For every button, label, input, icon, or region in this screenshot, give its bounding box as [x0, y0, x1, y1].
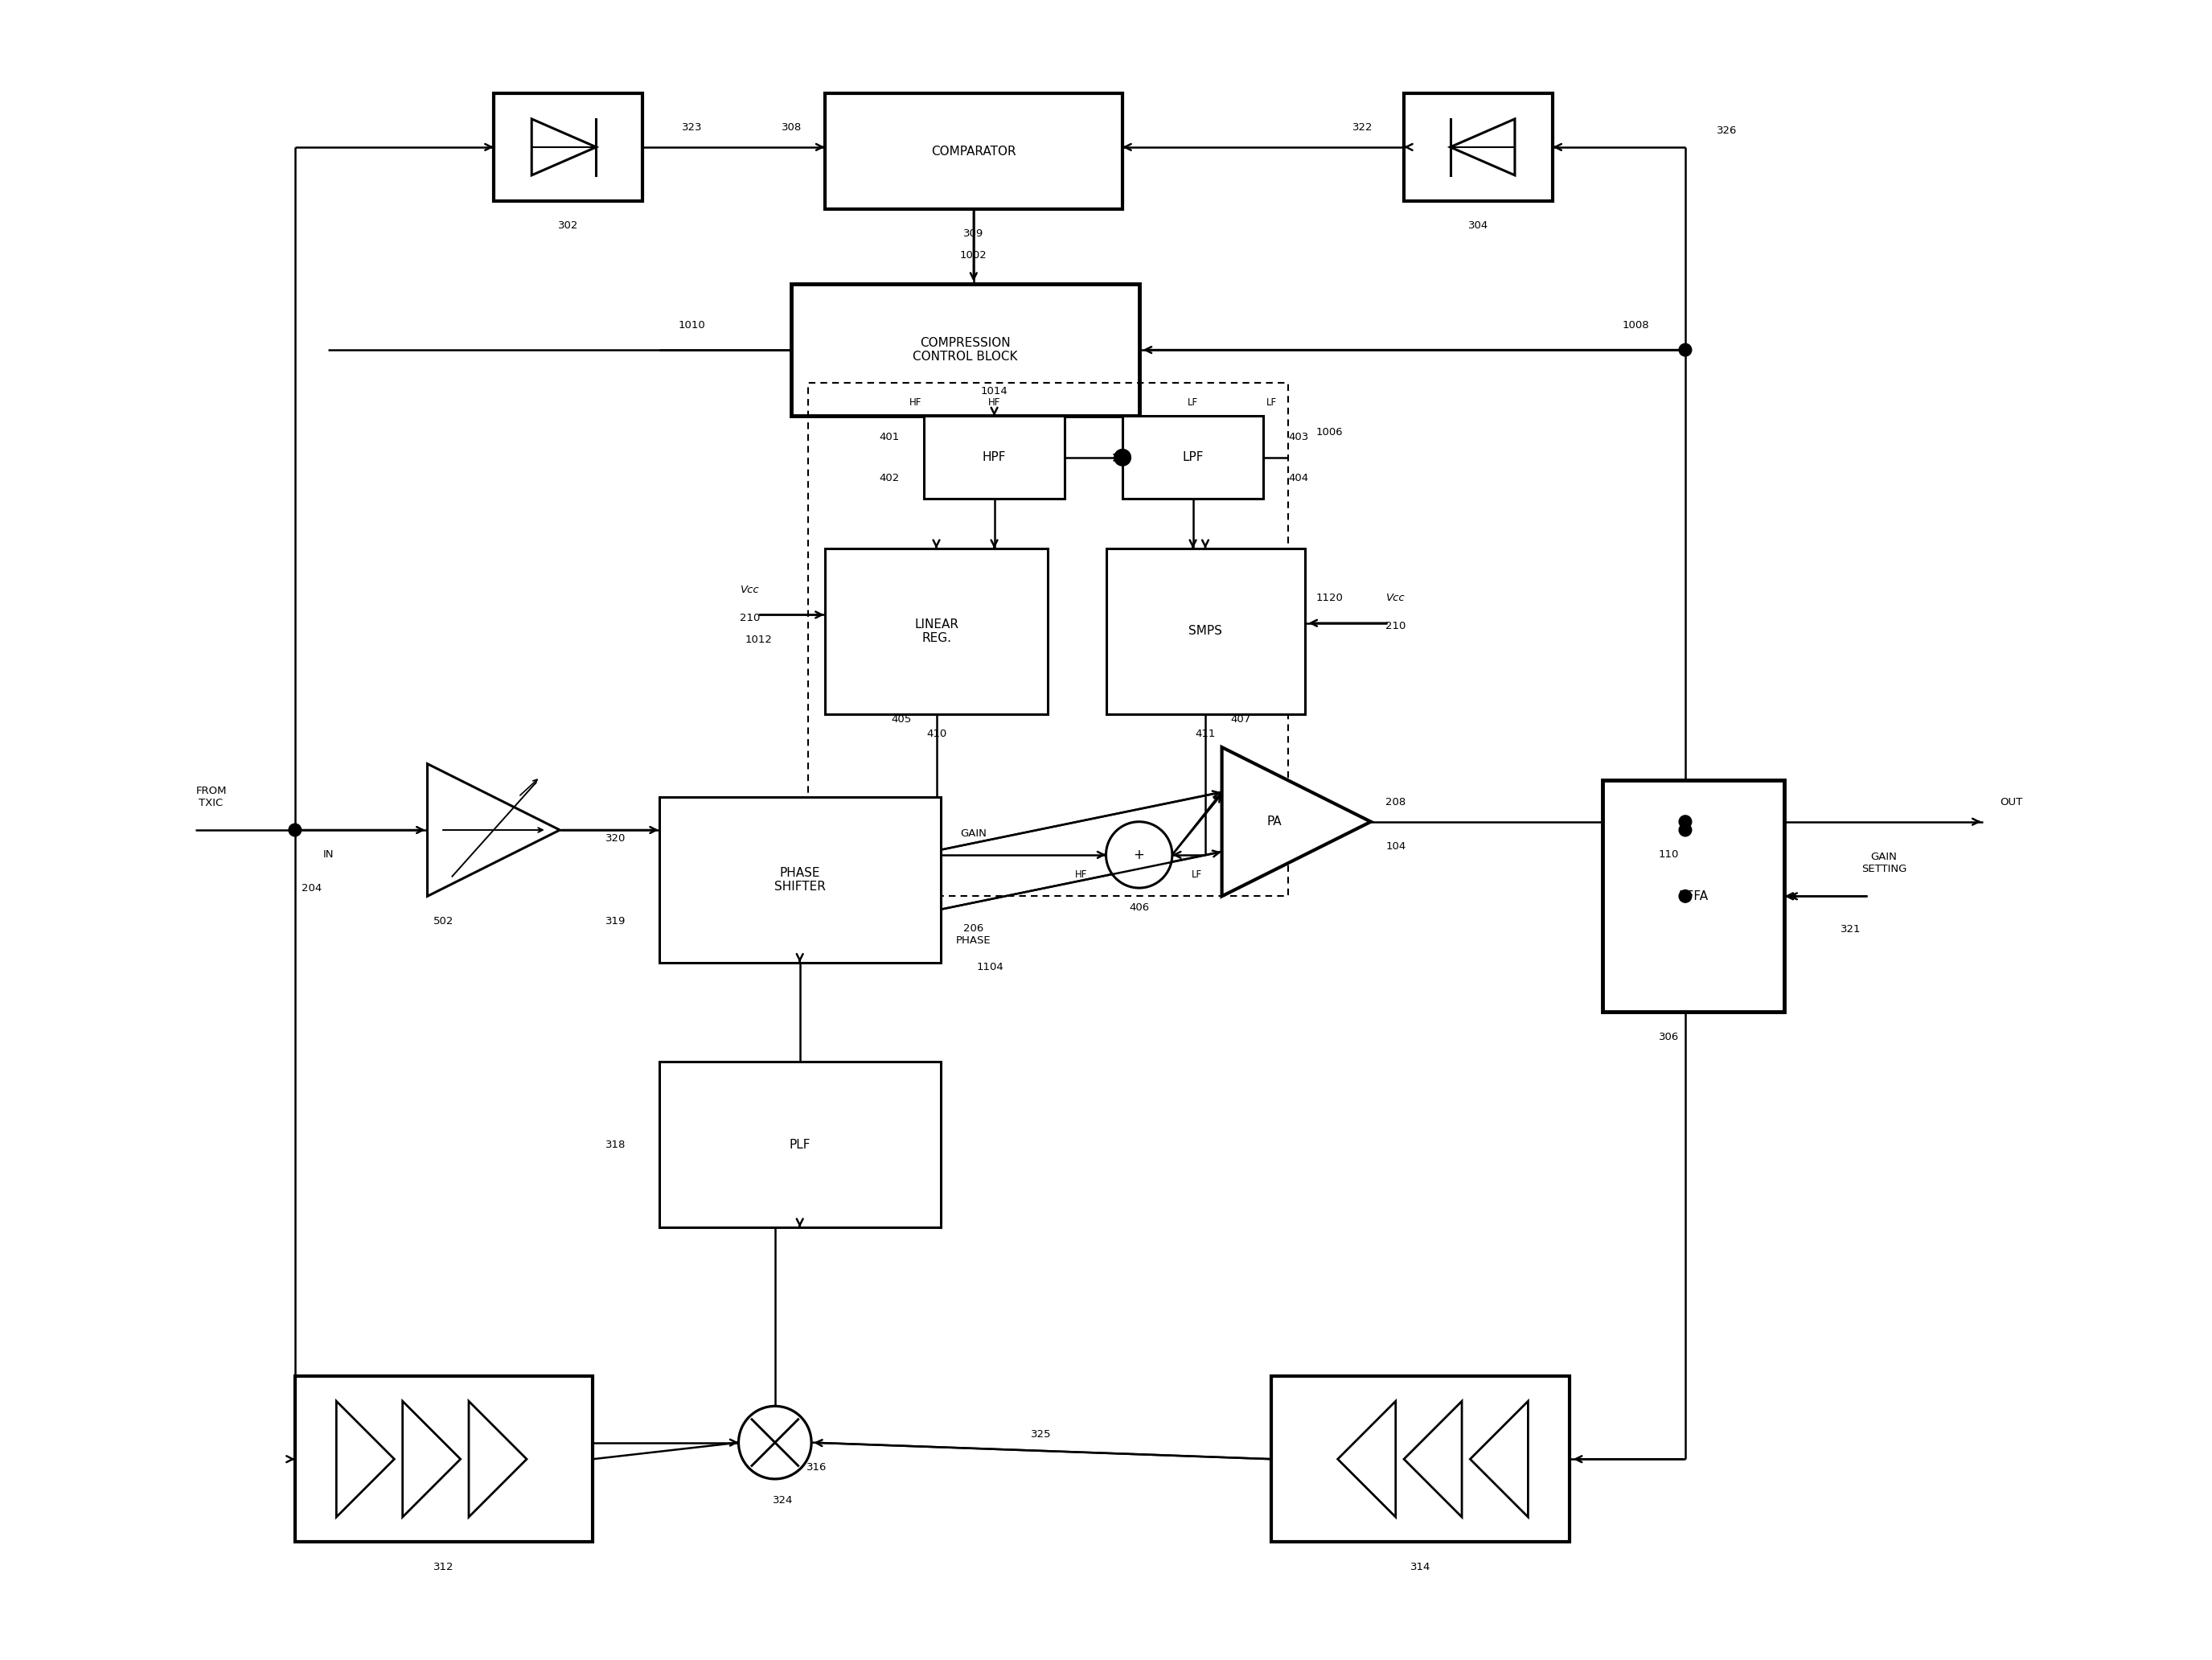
- Text: 401: 401: [878, 432, 898, 442]
- Bar: [792, 284, 1139, 417]
- Text: HF: HF: [989, 398, 1000, 408]
- Text: 309: 309: [964, 229, 984, 239]
- Bar: [294, 1376, 593, 1542]
- Text: 411: 411: [1194, 729, 1217, 739]
- Text: GAIN
SETTING: GAIN SETTING: [1860, 852, 1907, 875]
- Circle shape: [1679, 823, 1692, 837]
- Text: 321: 321: [1840, 925, 1860, 935]
- Text: COMPRESSION
CONTROL BLOCK: COMPRESSION CONTROL BLOCK: [914, 337, 1018, 364]
- Text: 404: 404: [1287, 473, 1307, 483]
- Text: 210: 210: [741, 613, 761, 622]
- Text: SMPS: SMPS: [1188, 626, 1223, 637]
- Text: 208: 208: [1385, 797, 1407, 807]
- Text: 110: 110: [1659, 850, 1679, 860]
- Text: +: +: [1133, 848, 1144, 862]
- Text: 406: 406: [1128, 903, 1150, 913]
- Text: Vcc: Vcc: [1387, 593, 1405, 604]
- Bar: [1272, 1376, 1571, 1542]
- Polygon shape: [427, 764, 560, 896]
- Circle shape: [1106, 822, 1172, 888]
- Text: LF: LF: [1265, 398, 1276, 408]
- Text: PLF: PLF: [790, 1139, 810, 1150]
- Text: LF: LF: [1188, 398, 1199, 408]
- Text: 502: 502: [434, 916, 453, 926]
- Text: 308: 308: [781, 121, 801, 133]
- Polygon shape: [1221, 747, 1371, 896]
- Bar: [1106, 548, 1305, 714]
- Text: LPF: LPF: [1181, 452, 1203, 463]
- Text: 318: 318: [606, 1139, 626, 1150]
- Text: 312: 312: [434, 1562, 453, 1572]
- Text: PHASE
SHIFTER: PHASE SHIFTER: [774, 867, 825, 893]
- Bar: [1601, 780, 1785, 1013]
- Text: 326: 326: [1717, 124, 1736, 136]
- Text: 1104: 1104: [975, 963, 1004, 973]
- Text: 316: 316: [805, 1462, 827, 1472]
- Text: 322: 322: [1352, 121, 1374, 133]
- Text: 319: 319: [606, 916, 626, 926]
- Text: 407: 407: [1230, 714, 1250, 724]
- Circle shape: [739, 1406, 812, 1479]
- Text: 1014: 1014: [980, 387, 1009, 397]
- Text: 320: 320: [606, 833, 626, 843]
- Text: PA: PA: [1267, 815, 1281, 828]
- Text: OUT: OUT: [2000, 797, 2022, 807]
- Text: 1008: 1008: [1621, 320, 1650, 330]
- Text: 1120: 1120: [1316, 593, 1343, 604]
- Bar: [925, 417, 1064, 500]
- Text: 1010: 1010: [679, 320, 706, 330]
- Text: 206
PHASE: 206 PHASE: [956, 923, 991, 946]
- Text: 204: 204: [301, 883, 321, 893]
- Bar: [807, 383, 1287, 896]
- Text: 104: 104: [1385, 842, 1407, 852]
- Text: 324: 324: [772, 1496, 794, 1506]
- Text: 1012: 1012: [745, 634, 772, 644]
- Text: 210: 210: [1385, 621, 1407, 631]
- Bar: [659, 1062, 940, 1227]
- Text: RFFA: RFFA: [1679, 890, 1708, 903]
- Text: 405: 405: [891, 714, 911, 724]
- Text: 402: 402: [878, 473, 898, 483]
- Circle shape: [1679, 815, 1692, 828]
- Bar: [1121, 417, 1263, 500]
- Circle shape: [290, 823, 301, 837]
- Bar: [659, 797, 940, 963]
- Text: 325: 325: [1031, 1429, 1051, 1439]
- Text: 1002: 1002: [960, 251, 987, 261]
- Text: HF: HF: [909, 398, 922, 408]
- Text: 1006: 1006: [1316, 427, 1343, 438]
- Text: IN: IN: [323, 850, 334, 860]
- Text: FROM
TXIC: FROM TXIC: [195, 785, 226, 808]
- Bar: [1405, 93, 1553, 201]
- Circle shape: [1679, 344, 1692, 357]
- Bar: [493, 93, 641, 201]
- Text: GAIN: GAIN: [960, 828, 987, 838]
- Text: 403: 403: [1287, 432, 1307, 442]
- Bar: [825, 548, 1048, 714]
- Text: LF: LF: [1192, 870, 1203, 880]
- Text: LINEAR
REG.: LINEAR REG.: [914, 618, 958, 644]
- Text: 304: 304: [1469, 221, 1489, 231]
- Text: HF: HF: [1075, 870, 1088, 880]
- Text: HPF: HPF: [982, 452, 1006, 463]
- Text: 314: 314: [1411, 1562, 1431, 1572]
- Circle shape: [1679, 890, 1692, 903]
- Bar: [825, 93, 1121, 209]
- Text: 410: 410: [927, 729, 947, 739]
- Text: COMPARATOR: COMPARATOR: [931, 144, 1015, 158]
- Text: 323: 323: [681, 121, 703, 133]
- Text: Vcc: Vcc: [741, 584, 759, 596]
- Text: 306: 306: [1659, 1033, 1679, 1042]
- Text: 302: 302: [557, 221, 577, 231]
- Circle shape: [1115, 450, 1130, 466]
